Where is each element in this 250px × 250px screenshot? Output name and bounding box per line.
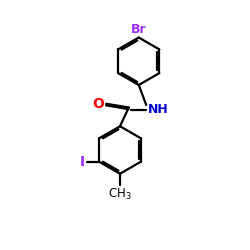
Text: CH$_3$: CH$_3$ (108, 187, 132, 202)
Text: O: O (92, 97, 104, 111)
Text: I: I (80, 155, 85, 169)
Text: Br: Br (131, 23, 146, 36)
Text: NH: NH (148, 103, 168, 116)
